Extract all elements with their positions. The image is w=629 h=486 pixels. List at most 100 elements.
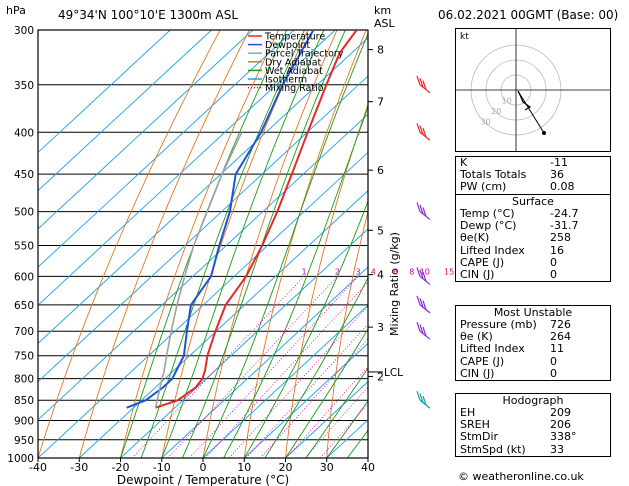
mixing-ratio-line <box>167 276 338 458</box>
wind-barb-flag <box>416 391 421 401</box>
isotherm-line <box>38 113 368 421</box>
dry-adiabat-line <box>367 448 368 458</box>
isotherm-line <box>202 304 368 458</box>
wind-barb-staff <box>419 330 431 340</box>
row-value: 0 <box>550 267 557 281</box>
wind-barb <box>416 391 431 409</box>
wind-barb-flag <box>419 78 424 88</box>
x-tick-label: -10 <box>153 461 171 474</box>
isotherm-line <box>38 151 368 458</box>
table-row: Temp (°C) -24.7 <box>456 207 610 220</box>
table-row: StmDir 338° <box>456 431 610 443</box>
row-label: Dewp (°C) <box>460 219 517 233</box>
hodograph-panel: 10 20 30 kt <box>455 28 611 152</box>
pressure-tick-label: 600 <box>14 271 34 283</box>
mixing-ratio-label: 6 <box>393 267 398 276</box>
row-value: 0 <box>550 255 557 269</box>
hodograph-ring-label: 30 <box>481 118 491 127</box>
dry-adiabat-line <box>38 30 221 458</box>
x-axis-title: Dewpoint / Temperature (°C) <box>117 473 289 486</box>
wind-barb-staff <box>419 211 431 221</box>
x-tick-label: 20 <box>279 461 293 474</box>
table-row: EH 209 <box>456 406 610 419</box>
wind-barb-flag <box>419 298 424 308</box>
pressure-tick-label: 800 <box>14 374 34 386</box>
row-value: -24.7 <box>550 207 579 220</box>
wind-barb-flag <box>422 127 427 138</box>
row-label: CIN (J) <box>460 366 495 380</box>
table-row: Dewp (°C) -31.7 <box>456 219 610 233</box>
wet-adiabat-line <box>326 400 368 458</box>
pressure-tick-label: 550 <box>14 240 34 252</box>
date-title: 06.02.2021 00GMT (Base: 00) <box>438 8 619 22</box>
lcl-label: LCL <box>384 367 403 379</box>
hodograph-ring-label: 10 <box>502 97 512 106</box>
table-row: θe (K) 264 <box>456 330 610 344</box>
x-tick-label: -30 <box>70 461 88 474</box>
surface-table: Surface Temp (°C) -24.7 Dewp (°C) -31.7 θe(K)… <box>455 194 611 283</box>
row-label: θe(K) <box>460 231 490 245</box>
km-asl-label: km ASL <box>374 4 395 30</box>
row-label: StmDir <box>460 430 499 444</box>
row-label: K <box>460 156 468 169</box>
asl-label: ASL <box>374 17 395 30</box>
mixing-ratio-line <box>228 305 368 458</box>
km-tick-label: 8 <box>377 44 384 57</box>
km-tick-label: 6 <box>377 164 384 177</box>
table-row: Lifted Index 11 <box>456 343 610 355</box>
pressure-tick-label: 950 <box>14 435 34 447</box>
legend-label-dry_adiabat: Dry Adiabat <box>265 57 322 68</box>
wind-barb-staff <box>419 275 431 285</box>
row-label: SREH <box>460 418 490 432</box>
isotherm-line <box>38 30 171 154</box>
km-tick-label: 7 <box>377 96 384 109</box>
isotherm-line <box>78 190 368 458</box>
km-tick-label: 3 <box>377 321 384 334</box>
x-tick-label: 10 <box>237 461 251 474</box>
table-row: StmSpd (kt) 33 <box>456 442 610 456</box>
isotherm-line <box>38 30 254 230</box>
legend-label-wet_adiabat: Wet Adiabat <box>265 66 323 77</box>
row-value: 33 <box>550 442 564 456</box>
mixing-ratio-label: 4 <box>371 267 376 276</box>
dry-adiabat-line <box>243 30 367 458</box>
row-value: 11 <box>550 342 564 356</box>
wet-adiabat-line <box>181 30 346 458</box>
table-title: Most Unstable <box>493 306 573 319</box>
mixing-ratio-line <box>205 281 368 458</box>
pressure-tick-label: 300 <box>14 25 34 37</box>
isotherm-line <box>38 37 368 345</box>
wind-barb-staff <box>419 399 431 409</box>
legend-label-temperature: Temperature <box>264 32 325 43</box>
wind-barb <box>416 322 431 340</box>
row-value: 726 <box>550 318 571 331</box>
mixing-ratio-label: 1 <box>301 267 306 276</box>
wind-barb-flag <box>416 202 421 212</box>
row-label: θe (K) <box>460 330 493 344</box>
wet-adiabat-line <box>243 200 368 458</box>
table-title: Hodograph <box>502 394 564 407</box>
isotherm-line <box>161 266 368 458</box>
table-row: CIN (J) 0 <box>456 267 610 281</box>
row-label: CAPE (J) <box>460 255 505 269</box>
mixing-ratio-label: 8 <box>409 267 414 276</box>
wind-barb <box>416 123 431 141</box>
wind-barb-flag <box>419 204 424 215</box>
wind-barb-flag <box>416 295 421 306</box>
pressure-tick-label: 350 <box>14 80 34 92</box>
row-value: -11 <box>550 156 568 169</box>
wind-barb-flag <box>416 267 421 277</box>
pressure-tick-label: 750 <box>14 351 34 363</box>
pressure-tick-label: 850 <box>14 395 34 407</box>
isotherm-line <box>38 30 212 192</box>
legend-label-dewpoint: Dewpoint <box>265 40 310 51</box>
dry-adiabat-line <box>202 30 338 458</box>
wind-barb-staff <box>419 131 431 141</box>
wind-barb <box>416 295 431 314</box>
km-tick-label: 5 <box>377 224 384 237</box>
row-label: Totals Totals <box>460 168 527 182</box>
dry-adiabat-line <box>78 30 250 458</box>
isotherm-line <box>120 228 368 458</box>
legend-label-mixing_ratio: Mixing Ratio <box>265 83 324 94</box>
table-row: CIN (J) 0 <box>456 366 610 380</box>
